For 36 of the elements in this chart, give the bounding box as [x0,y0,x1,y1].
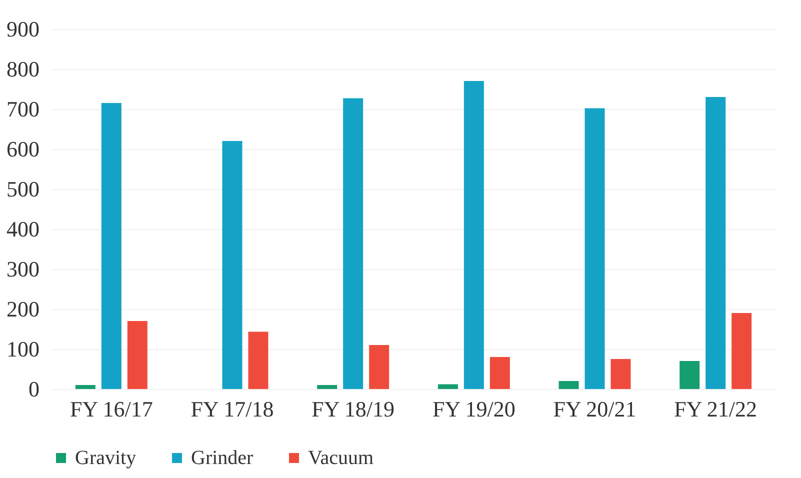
y-tick-label: 300 [6,256,40,282]
bar [584,108,605,389]
x-tick-label: FY 17/18 [190,396,274,422]
bar [438,384,458,389]
bar [706,97,726,389]
legend-label: Grinder [191,447,254,469]
bar [558,381,579,389]
x-tick-label: FY 19/20 [432,396,516,422]
y-tick-label: 400 [6,216,40,242]
y-tick-label: 900 [6,16,40,42]
legend-label: Gravity [75,447,136,469]
y-tick-label: 100 [6,336,40,362]
y-tick-label: 700 [6,96,40,122]
y-tick-label: 0 [28,376,40,402]
bar [343,98,364,389]
bar [732,313,752,389]
bar [248,332,268,389]
bar [317,385,338,389]
x-tick-label: FY 21/22 [674,396,758,422]
bar [464,81,484,389]
x-tick-label: FY 20/21 [553,396,636,422]
legend-label: Vacuum [308,447,374,469]
bar [75,385,96,389]
bar [490,357,510,389]
bar [222,141,242,389]
y-tick-label: 200 [6,296,40,322]
x-tick-label: FY 18/19 [312,396,395,422]
y-tick-label: 800 [6,56,40,82]
bar [610,359,631,389]
bar [101,103,122,389]
x-tick-label: FY 16/17 [70,396,153,422]
bar [127,321,148,389]
bar [680,361,700,389]
bar [369,345,390,389]
y-tick-label: 600 [6,136,40,162]
y-tick-label: 500 [6,176,40,202]
